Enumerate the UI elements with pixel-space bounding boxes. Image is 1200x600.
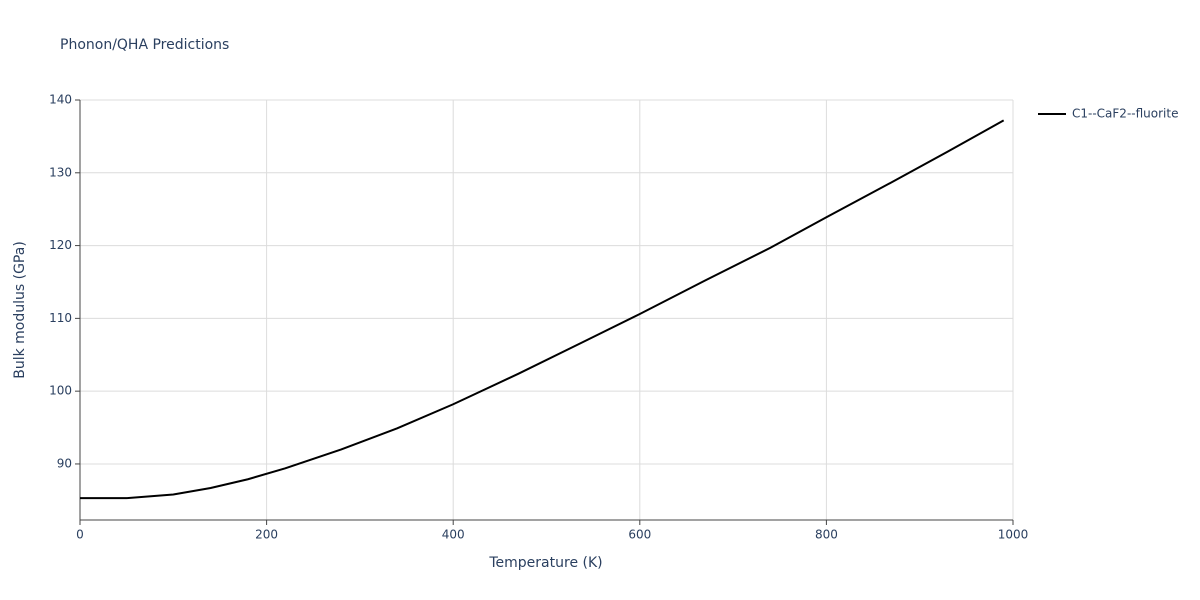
x-tick-label: 600 [628, 528, 651, 542]
legend-label: C1--CaF2--fluorite [1072, 107, 1178, 121]
x-tick-label: 1000 [998, 528, 1029, 542]
x-tick-label: 400 [442, 528, 465, 542]
x-tick-label: 800 [815, 528, 838, 542]
x-axis-label: Temperature (K) [488, 555, 602, 571]
y-tick-label: 120 [49, 238, 72, 252]
chart-title: Phonon/QHA Predictions [60, 37, 229, 53]
y-tick-label: 100 [49, 384, 72, 398]
y-tick-label: 130 [49, 165, 72, 179]
y-axis-label: Bulk modulus (GPa) [12, 241, 28, 379]
y-tick-label: 90 [57, 456, 72, 470]
y-tick-label: 140 [49, 93, 72, 107]
x-tick-label: 0 [76, 528, 84, 542]
data-line [80, 119, 1005, 500]
y-tick-label: 110 [49, 311, 72, 325]
x-tick-label: 200 [255, 528, 278, 542]
